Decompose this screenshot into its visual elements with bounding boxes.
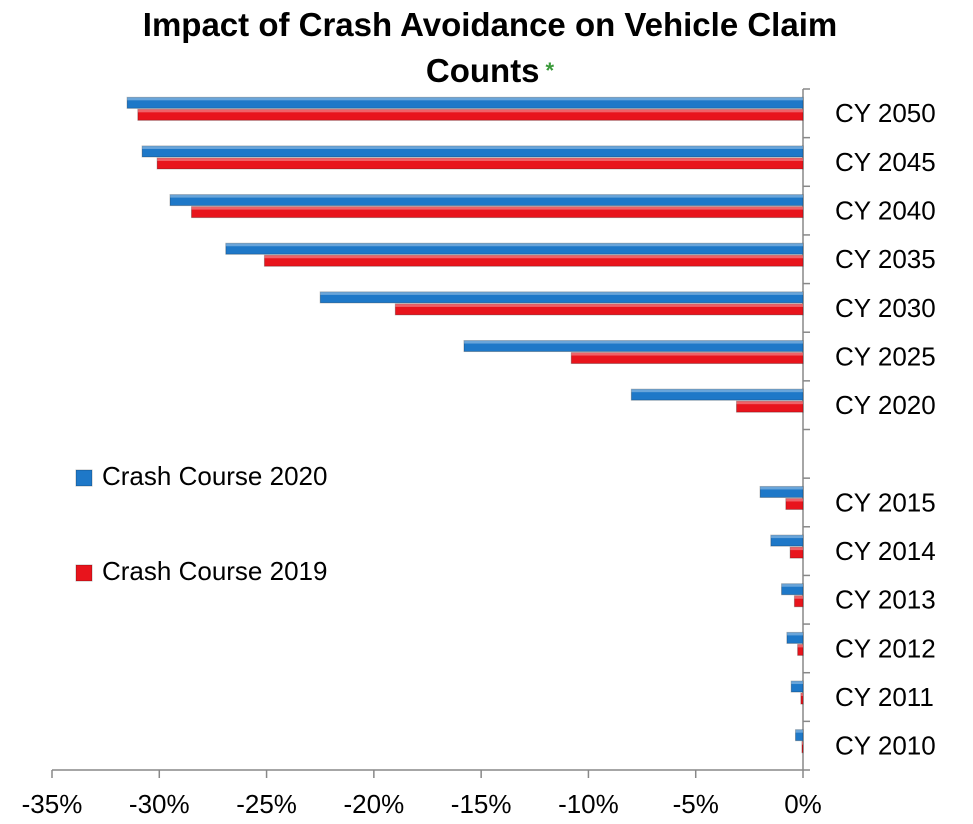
bar-highlight [571,352,803,356]
bar-highlight [797,644,803,648]
bar-highlight [264,255,803,259]
y-tick-label: CY 2050 [835,98,936,128]
bar-highlight [191,206,803,210]
bar [630,388,804,401]
bar-highlight [794,595,803,599]
y-tick-label: CY 2045 [835,147,936,177]
x-tick-label: -5% [673,789,719,819]
y-tick-label: CY 2012 [835,633,936,663]
bar-highlight [770,535,803,539]
bar [781,583,804,596]
bar [169,194,804,207]
bar [394,303,804,316]
x-tick-label: -30% [129,789,190,819]
bar-highlight [736,401,803,405]
bar-highlight [760,486,803,490]
bar [794,729,804,742]
y-tick-label: CY 2015 [835,487,936,517]
title-note: * [545,58,555,83]
bar [786,631,804,644]
chart-title-box: Impact of Crash Avoidance on Vehicle Cla… [100,2,880,94]
bar-highlight [157,157,803,161]
legend-swatch [75,564,93,582]
bar [801,741,804,754]
bar [759,485,804,498]
bar-highlight [801,741,803,745]
y-tick-label: CY 2011 [835,682,934,712]
x-tick-label: -25% [236,789,297,819]
y-tick-label: CY 2035 [835,244,936,274]
bar [463,340,804,353]
x-tick-label: -10% [558,789,619,819]
y-tick-label: CY 2040 [835,195,936,225]
bar-highlight [800,693,803,697]
y-tick-label: CY 2014 [835,536,936,566]
bar-highlight [127,97,804,101]
bar [793,595,804,608]
legend-swatch [75,469,93,487]
y-tick-label: CY 2010 [835,731,936,761]
bar [800,692,804,705]
legend-label: Crash Course 2020 [102,461,327,491]
bar-highlight [170,194,803,198]
bar [789,546,804,559]
bar-highlight [142,145,803,149]
legend-label: Crash Course 2019 [102,556,327,586]
bar [770,534,804,547]
bar [570,352,804,365]
bar [190,206,804,219]
bar [319,291,804,304]
bar-highlight [786,632,803,636]
bar [797,643,804,656]
bar-highlight [137,109,804,113]
bar [225,242,804,255]
bar-highlight [395,303,803,307]
bar-highlight [225,243,803,247]
bar-highlight [790,547,803,551]
y-tick-label: CY 2013 [835,585,936,615]
x-tick-label: 0% [784,789,822,819]
y-tick-label: CY 2020 [835,390,936,420]
bar-highlight [785,498,803,502]
bar [137,108,804,121]
bar [735,400,804,413]
chart-title: Impact of Crash Avoidance on Vehicle Cla… [142,6,838,89]
y-tick-label: CY 2025 [835,341,936,371]
bar [156,157,804,170]
bar-highlight [795,729,803,733]
x-tick-label: -35% [22,789,83,819]
bar-highlight [320,291,803,295]
bar [790,680,804,693]
bar-highlight [781,583,803,587]
bar [263,254,804,267]
bar-highlight [463,340,803,344]
x-tick-label: -15% [451,789,512,819]
bar [785,497,804,510]
bar-highlight [631,389,803,393]
y-tick-label: CY 2030 [835,293,936,323]
x-tick-label: -20% [344,789,405,819]
bar [126,96,804,109]
bar [141,145,804,158]
bar-highlight [791,681,803,685]
